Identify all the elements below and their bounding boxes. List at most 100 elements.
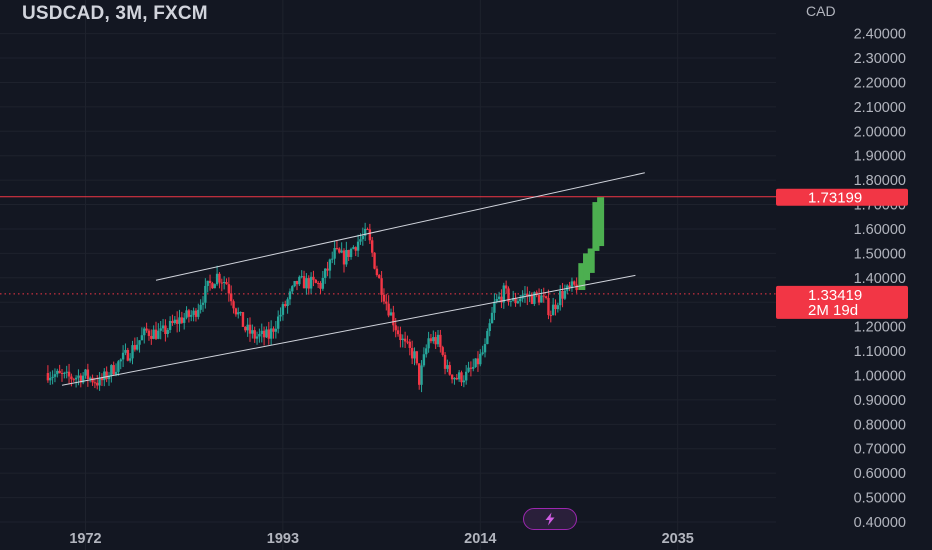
candle-body — [213, 284, 216, 289]
candle-body — [265, 329, 268, 338]
candle-body — [183, 317, 186, 323]
chart-title: USDCAD, 3M, FXCM — [22, 3, 208, 24]
candle-body — [63, 372, 66, 375]
candle-body — [107, 375, 111, 380]
candle-body — [373, 252, 376, 269]
candle-body — [112, 365, 115, 375]
candle-body — [145, 328, 148, 331]
price-axis: 0.40000 0.50000 0.60000 0.70000 0.80000 0.900… — [854, 27, 906, 531]
candle-body — [192, 310, 195, 315]
candle-body — [53, 374, 57, 377]
candle-body — [258, 333, 261, 337]
candles — [46, 222, 578, 393]
candle-body — [309, 276, 313, 289]
candle-body — [253, 330, 256, 339]
candle-body — [133, 345, 137, 350]
candle-body — [429, 338, 433, 342]
candle-body — [119, 359, 122, 362]
candle-body — [199, 304, 202, 310]
candle-body — [380, 278, 383, 295]
candle-body — [354, 247, 357, 251]
candle-body — [514, 298, 517, 304]
candle-body — [222, 281, 226, 283]
candle-body — [347, 249, 350, 257]
candle-body — [211, 283, 214, 289]
candle-body — [157, 330, 160, 339]
candle-body — [469, 367, 473, 369]
candle-body — [544, 296, 548, 299]
projection-bar — [587, 248, 595, 273]
candle-body — [300, 276, 303, 278]
candle-body — [255, 336, 259, 339]
projection-bar — [583, 253, 591, 281]
target-price-tag — [776, 188, 908, 206]
y-tick-label: 0.50000 — [854, 491, 906, 507]
projection-bar — [578, 263, 586, 291]
candle-body — [175, 319, 179, 324]
candle-body — [147, 330, 151, 336]
candle-body — [154, 329, 158, 339]
candle-body — [425, 348, 428, 355]
candle-body — [324, 268, 327, 278]
candle-body — [460, 372, 463, 383]
candle-body — [387, 303, 390, 316]
candle-body — [457, 372, 461, 380]
candle-body — [220, 282, 223, 284]
candle-body — [260, 330, 263, 334]
candle-body — [56, 370, 59, 375]
candle-body — [410, 347, 414, 359]
candle-body — [197, 309, 200, 317]
candle-body — [375, 268, 379, 276]
candle-body — [556, 305, 560, 310]
candle-body — [394, 325, 397, 331]
candle-body — [218, 273, 221, 283]
candle-body — [338, 248, 341, 253]
candle-body — [77, 375, 80, 378]
lightning-icon — [545, 512, 555, 526]
y-tick-label: 1.20000 — [854, 320, 906, 336]
candle-body — [406, 341, 409, 343]
x-tick-label: 1993 — [267, 531, 299, 547]
candle-body — [65, 371, 68, 373]
candle-body — [420, 365, 423, 385]
candle-body — [378, 275, 381, 279]
candle-body — [103, 371, 106, 381]
candle-body — [328, 259, 332, 271]
candle-body — [549, 315, 552, 317]
time-axis: 1972 1993 2014 2035 — [69, 531, 693, 547]
y-tick-label: 1.60000 — [854, 222, 906, 238]
candle-body — [512, 298, 515, 301]
candle-body — [573, 281, 576, 285]
candle-body — [67, 371, 71, 377]
candle-body — [215, 273, 219, 285]
candle-body — [363, 228, 367, 236]
y-tick-label: 1.10000 — [854, 344, 906, 360]
candle-body — [523, 293, 527, 295]
candle-body — [368, 229, 372, 241]
candle-body — [267, 329, 270, 339]
candle-body — [342, 250, 346, 265]
candle-body — [352, 247, 355, 249]
candle-body — [49, 377, 52, 381]
candle-body — [171, 320, 174, 324]
candle-body — [74, 377, 78, 380]
candle-body — [237, 312, 240, 315]
candle-body — [474, 358, 477, 367]
candle-body — [314, 279, 317, 283]
y-tick-label: 0.40000 — [854, 515, 906, 531]
candle-body — [190, 314, 193, 317]
candle-body — [234, 308, 238, 315]
candle-body — [281, 304, 285, 315]
candle-body — [483, 344, 487, 353]
candle-body — [551, 304, 555, 316]
candle-body — [244, 326, 247, 331]
candle-body — [462, 380, 466, 383]
candle-body — [401, 338, 404, 341]
x-tick-label: 2014 — [464, 531, 496, 547]
candle-body — [114, 371, 118, 375]
lightning-badge[interactable] — [523, 508, 577, 530]
candle-body — [227, 284, 231, 294]
channel-lower-line — [61, 274, 636, 386]
candle-body — [533, 292, 536, 304]
